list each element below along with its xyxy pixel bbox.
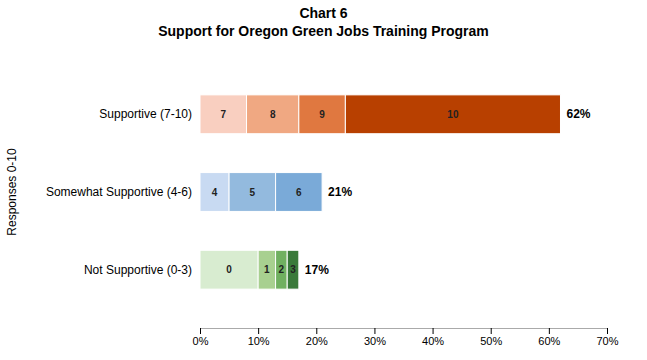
x-tick-label: 20% xyxy=(306,335,328,347)
segment-label: 2 xyxy=(279,264,285,275)
bar-segment xyxy=(200,173,229,212)
bar-segment xyxy=(345,95,560,134)
x-tick: 60% xyxy=(538,328,560,347)
x-tick-mark xyxy=(316,328,317,334)
x-tick: 50% xyxy=(480,328,502,347)
subtitle: Support for Oregon Green Jobs Training P… xyxy=(158,23,489,39)
title: Chart 6 xyxy=(299,5,347,21)
x-tick-label: 40% xyxy=(422,335,444,347)
x-tick: 40% xyxy=(422,328,444,347)
x-tick-mark xyxy=(374,328,375,334)
y-tick-label: Somewhat Supportive (4-6) xyxy=(46,185,192,199)
y-tick-label: Supportive (7-10) xyxy=(99,107,192,121)
segment-label: 10 xyxy=(447,109,459,120)
x-tick-label: 70% xyxy=(596,335,618,347)
chart: Chart 6 Support for Oregon Green Jobs Tra… xyxy=(0,0,647,360)
x-tick-mark xyxy=(491,328,492,334)
x-tick-label: 10% xyxy=(248,335,270,347)
chart-container: Chart 6 Support for Oregon Green Jobs Tra… xyxy=(0,0,647,360)
x-tick: 30% xyxy=(364,328,386,347)
bar-segment xyxy=(276,173,323,212)
total-label: 62% xyxy=(566,107,590,121)
x-tick-mark xyxy=(433,328,434,334)
x-tick: 70% xyxy=(596,328,618,347)
y-axis: Supportive (7-10) Somewhat Supportive (4-… xyxy=(46,107,192,276)
segment-label: 0 xyxy=(226,264,232,275)
x-tick-mark xyxy=(607,328,608,334)
bar-segment xyxy=(247,95,299,134)
total-labels: 62% 21% 17% xyxy=(305,107,591,276)
x-tick: 0% xyxy=(193,328,209,347)
x-tick: 20% xyxy=(306,328,328,347)
segment-label: 4 xyxy=(212,187,218,198)
bar-segment xyxy=(200,95,247,134)
bar-segment xyxy=(200,250,258,289)
bars xyxy=(200,95,560,289)
bar-segment xyxy=(299,95,346,134)
x-tick-mark xyxy=(549,328,550,334)
segment-label: 5 xyxy=(250,187,256,198)
x-tick: 10% xyxy=(248,328,270,347)
bar-segment xyxy=(258,250,275,289)
segment-label: 3 xyxy=(290,264,296,275)
segment-labels: 7 8 9 10 4 5 6 0 123 xyxy=(212,109,459,275)
segment-label: 1 xyxy=(264,264,270,275)
y-tick: Supportive (7-10) xyxy=(99,107,192,121)
plot: 0% 10% 20% 30% 40% 50% 60% 70% Supportive (7-10)… xyxy=(5,95,619,347)
y-axis-title: Responses 0-10 xyxy=(5,148,19,236)
segment-label: 7 xyxy=(220,109,226,120)
x-tick-label: 30% xyxy=(364,335,386,347)
y-tick: Not Supportive (0-3) xyxy=(84,263,192,277)
segment-label: 9 xyxy=(319,109,325,120)
x-tick-label: 50% xyxy=(480,335,502,347)
bar-segment xyxy=(287,250,299,289)
x-axis: 0% 10% 20% 30% 40% 50% 60% 70% xyxy=(193,328,619,347)
x-tick-label: 60% xyxy=(538,335,560,347)
x-tick-mark xyxy=(200,328,201,334)
axis-line xyxy=(201,329,608,335)
segment-label: 6 xyxy=(296,187,302,198)
bar-segment xyxy=(229,173,276,212)
total-label: 17% xyxy=(305,263,329,277)
x-tick-mark xyxy=(258,328,259,334)
x-tick-label: 0% xyxy=(193,335,209,347)
y-tick-label: Not Supportive (0-3) xyxy=(84,263,192,277)
bar-segment xyxy=(276,250,288,289)
y-tick: Somewhat Supportive (4-6) xyxy=(46,185,192,199)
total-label: 21% xyxy=(328,185,352,199)
segment-label: 8 xyxy=(270,109,276,120)
titles: Chart 6 Support for Oregon Green Jobs Tra… xyxy=(158,5,489,39)
